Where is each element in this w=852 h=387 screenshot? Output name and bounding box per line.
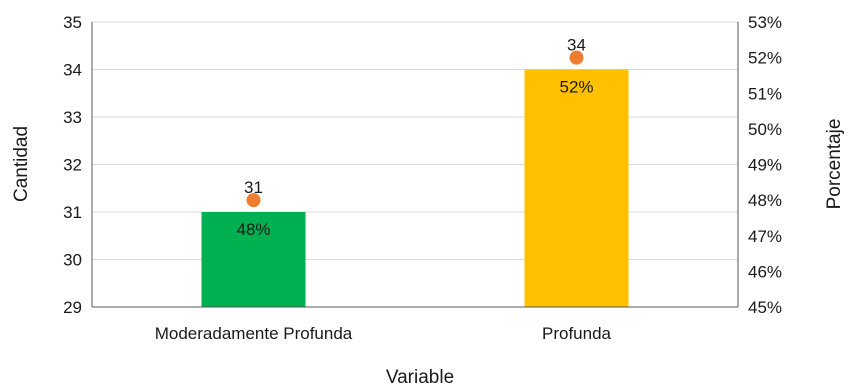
y2-tick-label: 50% — [748, 120, 782, 139]
y2-tick-label: 45% — [748, 298, 782, 317]
y-tick-label: 31 — [63, 203, 82, 222]
data-labels: 31 48% 34 52% — [236, 36, 593, 240]
y-tick-label: 32 — [63, 156, 82, 175]
y2-axis-title: Porcentaje — [824, 119, 845, 210]
x-axis-title: Variable — [386, 367, 454, 387]
bar — [201, 212, 306, 307]
bar — [524, 69, 629, 307]
y2-tick-label: 52% — [748, 49, 782, 68]
percent-markers — [246, 50, 584, 208]
y-tick-label: 29 — [63, 298, 82, 317]
y2-tick-label: 51% — [748, 84, 782, 103]
axes — [91, 22, 739, 308]
y-tick-label: 33 — [63, 108, 82, 127]
y-tick-label: 30 — [63, 251, 82, 270]
category-label: Profunda — [542, 324, 612, 343]
percent-value-label: 48% — [236, 220, 270, 239]
y2-tick-label: 53% — [748, 13, 782, 32]
category-label: Moderadamente Profunda — [155, 324, 353, 343]
percent-marker — [569, 50, 584, 65]
gridlines — [92, 21, 738, 308]
left-axis-ticks: 29 30 31 32 33 34 35 — [63, 13, 82, 317]
bar-value-label: 31 — [244, 178, 263, 197]
percent-value-label: 52% — [559, 78, 593, 97]
y2-tick-label: 49% — [748, 156, 782, 175]
bar-value-label: 34 — [567, 36, 586, 55]
y-tick-label: 34 — [63, 61, 82, 80]
y-tick-label: 35 — [63, 13, 82, 32]
bars — [201, 69, 629, 307]
y-axis-title: Cantidad — [11, 126, 32, 202]
y2-tick-label: 46% — [748, 262, 782, 281]
y2-tick-label: 47% — [748, 227, 782, 246]
right-axis-ticks: 45% 46% 47% 48% 49% 50% 51% 52% 53% — [748, 13, 782, 317]
y2-tick-label: 48% — [748, 191, 782, 210]
percent-marker — [246, 193, 261, 208]
category-labels: Moderadamente Profunda Profunda — [155, 324, 612, 343]
